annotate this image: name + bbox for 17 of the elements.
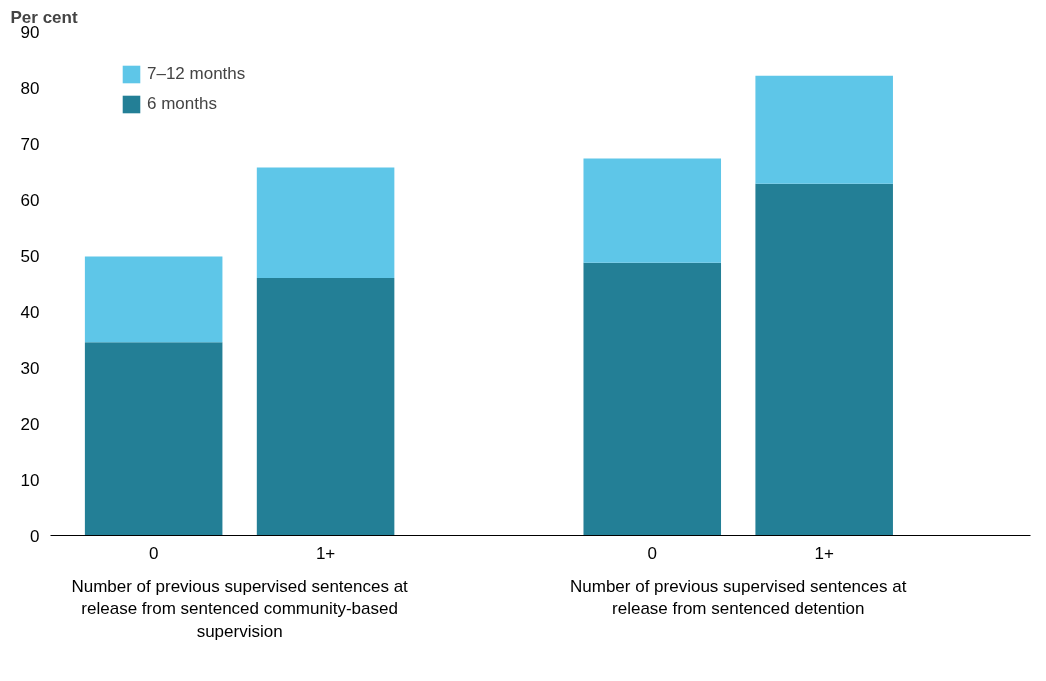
y-tick-label: 10: [20, 470, 40, 490]
y-tick-label: 20: [20, 414, 40, 434]
y-tick-label: 0: [30, 526, 40, 546]
y-tick-label: 40: [20, 302, 40, 322]
legend-label: 6 months: [147, 94, 217, 114]
y-tick-label: 60: [20, 190, 40, 210]
x-tick-label: 1+: [814, 543, 834, 563]
x-tick-label: 0: [148, 543, 159, 563]
text: Number of previous supervised sentences at release from sentenced community-based supervision: [71, 577, 409, 641]
y-tick-label: 80: [20, 78, 40, 98]
text: Number of previous supervised sentences at release from sentenced detention: [570, 577, 907, 619]
y-tick-label: 50: [20, 246, 40, 266]
y-tick-label: 30: [20, 358, 40, 378]
x-tick-label: 0: [647, 543, 657, 563]
x-tick-label: 1+: [315, 543, 336, 563]
y-tick-label: 70: [20, 134, 40, 154]
legend-label: 7–12 months: [147, 64, 246, 84]
